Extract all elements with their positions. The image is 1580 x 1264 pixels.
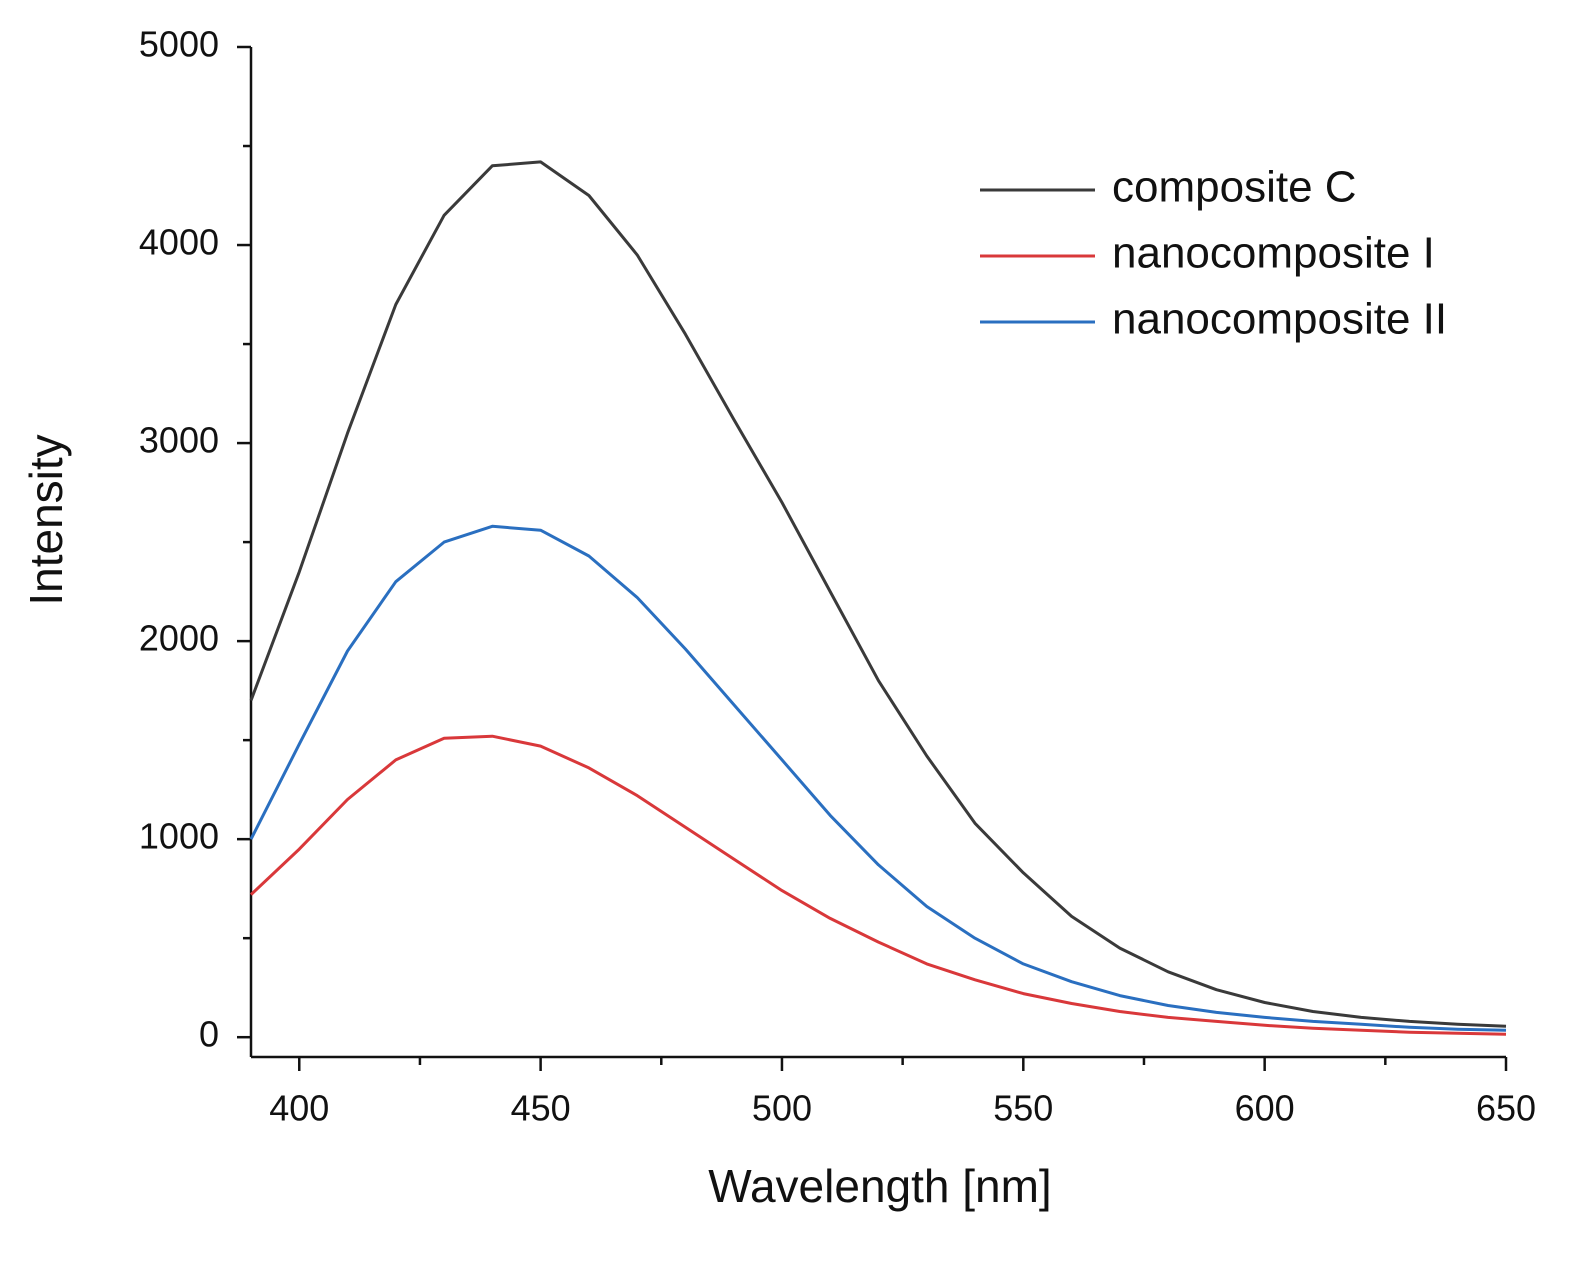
x-tick-label: 550 — [993, 1088, 1053, 1129]
legend-label: nanocomposite II — [1112, 295, 1447, 344]
y-tick-label: 4000 — [139, 222, 219, 263]
legend-label: nanocomposite I — [1112, 229, 1435, 278]
y-tick-label: 3000 — [139, 420, 219, 461]
y-tick-label: 0 — [199, 1014, 219, 1055]
data-line — [249, 160, 1507, 1028]
y-tick-label: 1000 — [139, 816, 219, 857]
x-tick-label: 600 — [1235, 1088, 1295, 1129]
x-tick-label: 500 — [752, 1088, 812, 1129]
x-tick-label: 400 — [269, 1088, 329, 1129]
legend-label: composite C — [1112, 163, 1357, 212]
x-tick-label: 650 — [1476, 1088, 1536, 1129]
y-tick-label: 5000 — [139, 24, 219, 65]
x-axis-title: Wavelength [nm] — [708, 1160, 1051, 1212]
data-line — [249, 524, 1507, 1032]
y-axis-title: Intensity — [20, 434, 72, 605]
data-line — [249, 734, 1507, 1036]
y-tick-label: 2000 — [139, 618, 219, 659]
x-tick-label: 450 — [511, 1088, 571, 1129]
